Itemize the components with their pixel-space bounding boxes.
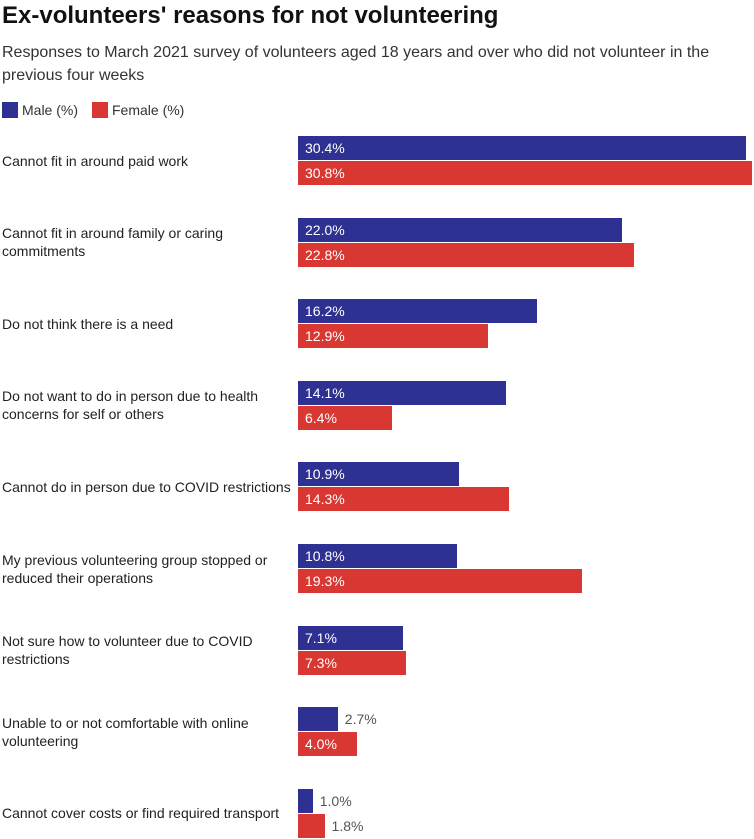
chart-title: Ex-volunteers' reasons for not volunteer… bbox=[2, 2, 499, 29]
category-label: Cannot do in person due to COVID restric… bbox=[2, 478, 291, 495]
value-label: 22.8% bbox=[305, 246, 345, 263]
value-label: 7.1% bbox=[305, 629, 337, 646]
bar bbox=[298, 813, 325, 838]
bar bbox=[298, 299, 537, 324]
category-label: My previous volunteering group stopped o… bbox=[2, 551, 268, 586]
bar bbox=[298, 650, 406, 675]
category-label: Cannot fit in around paid work bbox=[2, 152, 188, 169]
value-label: 10.8% bbox=[305, 548, 345, 564]
category-label: Unable to or not comfortable with online… bbox=[2, 714, 249, 749]
value-label: 10.9% bbox=[305, 466, 345, 483]
category-label: Do not want to do in person due to healt… bbox=[2, 388, 259, 423]
legend-item: Female (%) bbox=[92, 101, 184, 119]
value-label: 30.4% bbox=[305, 140, 345, 156]
category-label: Cannot fit in around family or caring co… bbox=[2, 225, 223, 260]
bar bbox=[298, 462, 459, 487]
chart-subtitle: Responses to March 2021 survey of volunt… bbox=[2, 44, 710, 84]
value-label: 7.3% bbox=[305, 654, 337, 671]
bar bbox=[298, 544, 458, 568]
value-label: 30.8% bbox=[305, 165, 345, 181]
value-label: 14.3% bbox=[305, 491, 345, 508]
bar bbox=[298, 487, 509, 512]
value-label: 12.9% bbox=[305, 328, 345, 345]
value-label: 14.1% bbox=[305, 384, 345, 401]
bar bbox=[298, 569, 583, 593]
value-label: 4.0% bbox=[305, 736, 337, 753]
legend-item: Male (%) bbox=[2, 101, 78, 119]
bar bbox=[298, 242, 635, 267]
legend-label: Female (%) bbox=[112, 102, 185, 118]
value-label: 6.4% bbox=[305, 409, 337, 426]
value-label: 19.3% bbox=[305, 573, 345, 589]
bar bbox=[298, 324, 489, 349]
bar bbox=[298, 625, 403, 650]
value-label: 1.0% bbox=[319, 792, 352, 809]
value-label: 22.0% bbox=[305, 221, 345, 238]
bar bbox=[298, 405, 393, 430]
value-label: 1.8% bbox=[331, 817, 364, 834]
bar bbox=[298, 161, 752, 185]
category-label: Not sure how to volunteer due to COVID r… bbox=[2, 633, 253, 668]
category-label: Cannot cover costs or find required tran… bbox=[2, 805, 280, 822]
bar bbox=[298, 380, 506, 405]
legend-label: Male (%) bbox=[22, 102, 79, 118]
value-label: 2.7% bbox=[344, 711, 377, 728]
bar bbox=[298, 732, 357, 757]
value-label: 16.2% bbox=[305, 303, 345, 320]
bar bbox=[298, 707, 338, 732]
bar bbox=[298, 217, 623, 242]
bar bbox=[298, 788, 313, 813]
legend-swatch bbox=[2, 102, 18, 118]
legend-swatch bbox=[92, 102, 108, 118]
bar bbox=[298, 136, 747, 160]
category-label: Do not think there is a need bbox=[2, 315, 174, 332]
